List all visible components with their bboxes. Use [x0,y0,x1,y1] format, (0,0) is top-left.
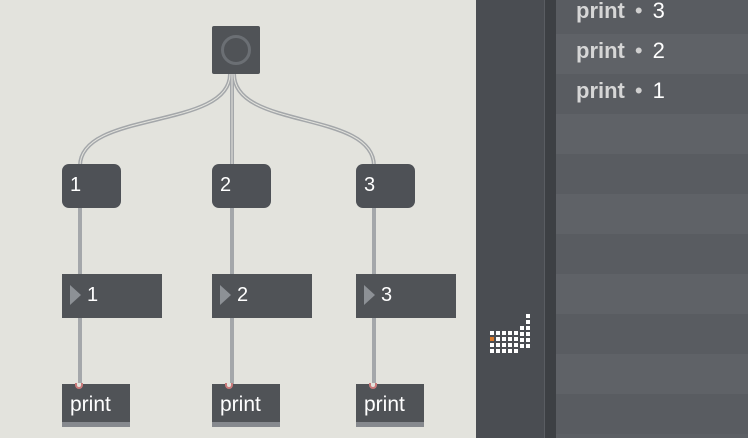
console-separator: • [634,0,643,23]
print-object-label: print [70,393,111,416]
number-box-2[interactable]: 2 [212,274,312,318]
console-message: 1 [652,78,665,103]
message-box-label: 1 [70,174,82,196]
number-box-value: 2 [237,284,249,306]
console-empty-row [556,194,748,234]
play-triangle-icon [364,285,375,305]
number-box-3[interactable]: 3 [356,274,456,318]
message-box-3[interactable]: 3 [356,164,415,208]
console-empty-row [556,314,748,354]
console-message: 3 [652,0,665,23]
console-separator: • [634,38,643,63]
number-box-1[interactable]: 1 [62,274,162,318]
console-separator: • [634,78,643,103]
console-empty-row [556,114,748,154]
inlet-icon[interactable] [225,383,233,389]
message-box-label: 3 [364,174,376,196]
console-empty-row [556,234,748,274]
console-row[interactable]: print • 2 [556,34,748,74]
print-object-1[interactable]: print [62,383,130,427]
toolbar-strip [476,0,544,438]
number-box-value: 1 [87,284,99,306]
patch-cord [78,72,232,168]
console-object-name: print [576,38,625,63]
console-message: 2 [652,38,665,63]
console-empty-row [556,274,748,314]
message-box-1[interactable]: 1 [62,164,121,208]
print-object-label: print [364,393,405,416]
panel-divider[interactable] [544,0,556,438]
console-empty-row [556,394,748,434]
console-empty-row [556,354,748,394]
console-object-name: print [576,0,625,23]
inlet-icon[interactable] [75,383,83,389]
patch-cord [232,72,376,168]
play-triangle-icon [70,285,81,305]
level-meter-icon[interactable] [490,313,530,357]
bang-button[interactable] [212,26,260,74]
print-object-2[interactable]: print [212,383,280,427]
max-console: print • 3 print • 2 print • 1 [556,0,748,438]
message-box-2[interactable]: 2 [212,164,271,208]
console-object-name: print [576,78,625,103]
play-triangle-icon [220,285,231,305]
console-empty-row [556,154,748,194]
console-row[interactable]: print • 3 [556,0,748,34]
patcher-canvas[interactable]: 1 2 3 1 2 3 print print print [0,0,476,438]
console-row[interactable]: print • 1 [556,74,748,114]
message-box-label: 2 [220,174,232,196]
number-box-value: 3 [381,284,393,306]
print-object-3[interactable]: print [356,383,424,427]
inlet-icon[interactable] [369,383,377,389]
bang-circle-icon [221,35,251,65]
print-object-label: print [220,393,261,416]
